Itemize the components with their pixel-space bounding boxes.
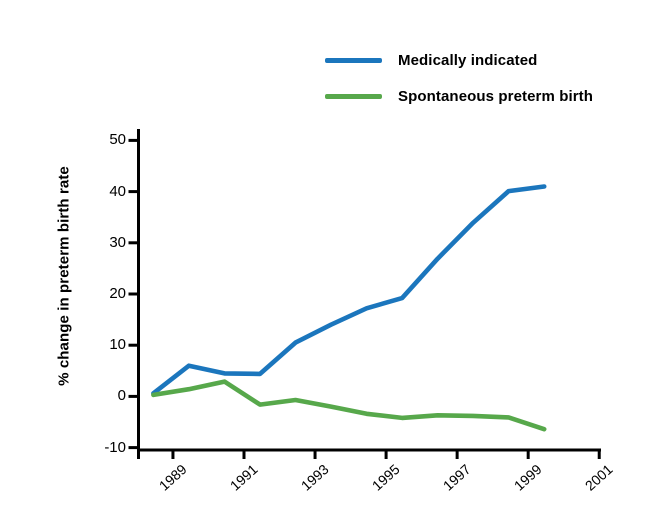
y-tick-label: 50 [109, 131, 126, 149]
y-tick-label: 10 [109, 336, 126, 354]
medically-indicated-line-swatch [325, 58, 382, 63]
y-tick-label: 0 [117, 387, 126, 405]
spontaneous-preterm-birth-line-swatch [325, 94, 382, 99]
y-tick-label: -10 [104, 438, 126, 456]
series-line-spontaneous-preterm-birth [151, 379, 547, 432]
legend-item-medically-indicated: Medically indicated [325, 52, 537, 70]
legend-label: Spontaneous preterm birth [398, 88, 594, 105]
series-line-medically-indicated [151, 184, 547, 396]
y-tick-label: 30 [109, 233, 126, 251]
y-tick-label: 40 [109, 182, 126, 200]
legend-label: Medically indicated [398, 52, 538, 69]
y-tick-label: 20 [109, 285, 126, 302]
y-axis-title: % change in preterm birth rate [55, 166, 73, 386]
legend-item-spontaneous-preterm-birth: Spontaneous preterm birth [325, 88, 593, 106]
